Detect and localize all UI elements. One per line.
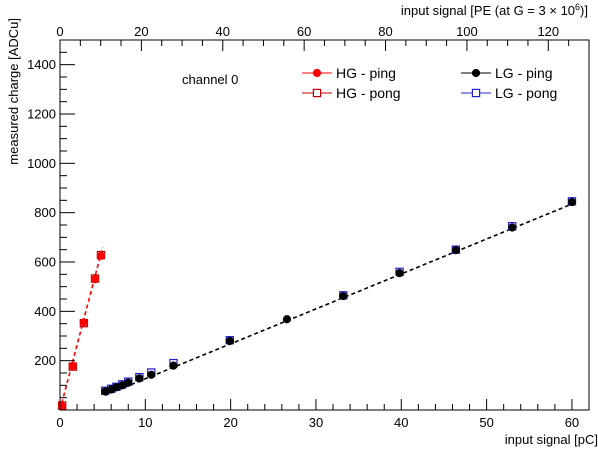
legend-marker-hg-ping [312,68,322,78]
point-hg-ping-2 [79,318,88,327]
x-tick-label-4: 40 [394,415,408,430]
legend-label-lg-ping: LG - ping [495,65,553,81]
top-axis-title: input signal [PE (at G = 3 × 106)] [401,2,588,18]
legend-label-lg-pong: LG - pong [495,85,557,101]
point-lg-ping-7 [169,361,178,370]
top-tick-label-5: 100 [456,24,478,39]
legend-label-hg-ping: HG - ping [336,65,396,81]
channel-annotation: channel 0 [182,72,238,87]
y-tick-label-1: 400 [34,304,56,319]
top-tick-label-1: 20 [134,24,148,39]
x-tick-label-5: 50 [479,415,493,430]
y-tick-label-5: 1200 [27,107,56,122]
legend: HG - ping HG - pong LG - ping LG - pong [302,65,557,101]
y-tick-label-3: 800 [34,205,56,220]
legend-marker-lg-ping [471,68,481,78]
point-lg-ping-6 [147,370,156,379]
legend-marker-bg-hg-pong [313,89,321,97]
point-hg-ping-3 [90,275,100,284]
point-lg-ping-11 [395,269,404,278]
legend-marker-lg-pong [471,88,481,98]
point-hg-ping-4 [96,251,106,260]
top-tick-label-6: 120 [537,24,559,39]
x-axis-title: input signal [pC] [505,432,598,447]
top-tick-label-2: 40 [216,24,230,39]
point-lg-ping-4 [124,378,133,387]
x-tick-label-1: 10 [138,415,152,430]
x-tick-label-0: 0 [56,415,63,430]
legend-marker-bg-lg-pong [472,89,480,97]
point-lg-ping-5 [135,374,144,383]
y-tick-label-2: 600 [34,255,56,270]
top-tick-label-4: 80 [378,24,392,39]
y-tick-label-0: 200 [34,353,56,368]
x-tick-label-2: 20 [223,415,237,430]
point-lg-ping-8 [225,336,234,346]
legend-marker-hg-pong [312,88,322,98]
point-lg-ping-14 [567,197,577,207]
point-lg-ping-13 [508,223,517,232]
y-tick-label-6: 1400 [27,57,56,72]
y-axis-title: measured charge [ADCu] [6,18,21,165]
axis-ticks: 0 10 20 30 40 50 60 200 400 600 800 1000 1200 1400 0 20… [27,24,590,430]
legend-label-hg-pong: HG - pong [336,85,401,101]
x-tick-label-3: 30 [309,415,323,430]
y-tick-label-4: 1000 [27,156,56,171]
point-lg-ping-10 [339,291,348,301]
point-hg-ping-1 [68,361,77,371]
point-lg-ping-9 [282,315,292,324]
x-tick-label-6: 60 [565,415,579,430]
fit-line-1 [104,203,573,396]
top-tick-label-3: 60 [297,24,311,39]
top-tick-label-0: 0 [56,24,63,39]
point-lg-ping-12 [451,246,460,255]
